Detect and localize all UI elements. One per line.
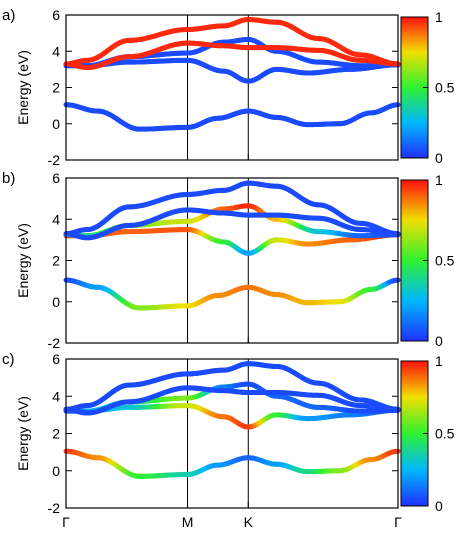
y-tick-label: 6 bbox=[52, 170, 60, 186]
y-tick-label: -2 bbox=[48, 500, 61, 516]
colorbar-tick-label: 1 bbox=[435, 172, 443, 188]
band-1 bbox=[63, 448, 401, 479]
panel-label: a) bbox=[2, 7, 15, 24]
colorbar-tick-label: 0 bbox=[435, 333, 443, 349]
colorbar-tick-label: 0 bbox=[435, 150, 443, 166]
y-axis-label: Energy (eV) bbox=[15, 396, 31, 471]
band-1 bbox=[63, 102, 401, 132]
y-tick-label: 4 bbox=[52, 211, 60, 227]
y-tick-label: 2 bbox=[52, 253, 60, 269]
band-1 bbox=[63, 277, 401, 311]
y-tick-label: -2 bbox=[48, 335, 61, 351]
y-tick-label: -2 bbox=[48, 152, 61, 168]
plot-frame bbox=[65, 358, 399, 509]
y-axis-label: Energy (eV) bbox=[15, 50, 31, 125]
band-4 bbox=[63, 385, 401, 416]
colorbar-tick-label: 1 bbox=[435, 353, 443, 369]
y-tick-label: 0 bbox=[52, 116, 60, 132]
y-tick-label: 2 bbox=[52, 80, 60, 96]
y-tick-label: 0 bbox=[52, 294, 60, 310]
x-tick-label: Γ bbox=[62, 514, 70, 530]
y-tick-label: 6 bbox=[52, 7, 60, 23]
panel-1: -2 0 2 4 6 Energy (eV) a) 0 0.5 1 bbox=[2, 7, 455, 168]
y-tick-label: 6 bbox=[52, 351, 60, 367]
colorbar-tick-label: 0 bbox=[435, 498, 443, 514]
x-tick-label: K bbox=[244, 514, 254, 530]
plot-frame bbox=[65, 14, 399, 161]
colorbar-tick-label: 1 bbox=[435, 9, 443, 25]
band-4 bbox=[63, 207, 401, 241]
y-tick-label: 4 bbox=[52, 43, 60, 59]
band-5 bbox=[63, 17, 401, 67]
band-5 bbox=[63, 180, 401, 237]
y-tick-label: 4 bbox=[52, 388, 60, 404]
y-tick-label: 0 bbox=[52, 463, 60, 479]
colorbar-tick-label: 0.5 bbox=[435, 426, 455, 442]
y-axis-label: Energy (eV) bbox=[15, 223, 31, 298]
panel-label: c) bbox=[2, 351, 15, 368]
y-tick-label: 2 bbox=[52, 426, 60, 442]
x-tick-label: Γ bbox=[394, 514, 402, 530]
panel-2: -2 0 2 4 6 Energy (eV) b) 0 0.5 1 bbox=[2, 170, 455, 351]
panel-3: -2 0 2 4 6 Energy (eV) c) 0 0.5 1 Γ M K Γ bbox=[2, 351, 455, 530]
colorbar-tick-label: 0.5 bbox=[435, 80, 455, 96]
colorbar-tick-label: 0.5 bbox=[435, 253, 455, 269]
x-tick-label: M bbox=[182, 514, 194, 530]
plot-frame bbox=[65, 177, 399, 344]
panel-label: b) bbox=[2, 170, 15, 187]
band-5 bbox=[63, 361, 401, 412]
